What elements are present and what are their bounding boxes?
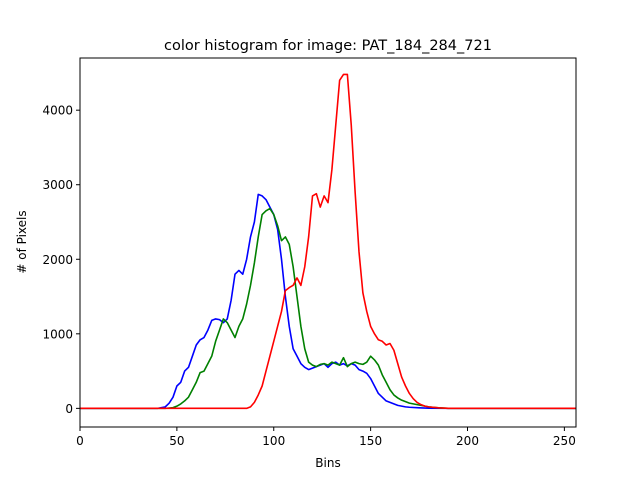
x-axis-ticks: 0 50 100 150 200 250 xyxy=(76,427,576,448)
x-axis-label: Bins xyxy=(315,456,340,470)
x-tick-label: 100 xyxy=(262,434,285,448)
x-tick-label: 50 xyxy=(169,434,184,448)
y-axis-label: # of Pixels xyxy=(15,210,29,273)
x-tick-label: 250 xyxy=(553,434,576,448)
y-tick-label: 1000 xyxy=(42,327,73,341)
series-line-3 xyxy=(80,73,576,410)
y-tick-label: 0 xyxy=(65,402,73,416)
plot-frame xyxy=(79,57,577,428)
x-tick-label: 200 xyxy=(456,434,479,448)
series-lines xyxy=(80,73,576,410)
x-tick-label: 0 xyxy=(76,434,84,448)
y-tick-label: 3000 xyxy=(42,178,73,192)
y-tick-label: 4000 xyxy=(42,104,73,118)
y-axis-ticks: 0 1000 2000 3000 4000 xyxy=(42,104,80,416)
chart-title: color histogram for image: PAT_184_284_7… xyxy=(164,38,492,54)
x-tick-label: 150 xyxy=(359,434,382,448)
series-line-1 xyxy=(80,193,576,410)
y-tick-label: 2000 xyxy=(42,253,73,267)
series-line-2 xyxy=(80,207,576,410)
